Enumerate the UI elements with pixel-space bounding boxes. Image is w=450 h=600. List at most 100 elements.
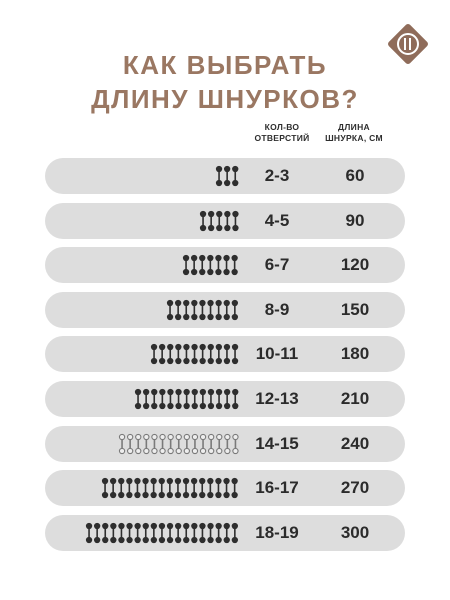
title-line-2: ДЛИНУ ШНУРКОВ? (91, 84, 359, 114)
lace-holes-icon (183, 255, 239, 276)
eyelet-pair (126, 522, 133, 543)
eyelet-pair (215, 255, 222, 276)
eyelet-pair (223, 433, 230, 454)
eyelet-pair (199, 522, 206, 543)
eyelet-pair (183, 255, 190, 276)
holes-header-line-1: КОЛ-ВО (264, 122, 300, 132)
lace-length-table: 2-3 60 4-5 90 6-7 120 8-9 150 10-11 180 12-13 210 14… (45, 158, 405, 559)
lace-length: 90 (345, 210, 365, 230)
eyelet-pair (231, 433, 239, 454)
eyelet-pair (199, 210, 206, 231)
eyelet-pair (223, 388, 231, 410)
eyelet-pair (167, 522, 174, 543)
eyelet-pair (183, 388, 190, 410)
eyelet-pair (150, 478, 158, 499)
eyelet-pair (118, 433, 125, 454)
holes-count: 12-13 (255, 388, 299, 408)
eyelet-pair (215, 478, 222, 499)
eyelet-pair (175, 299, 182, 320)
lace-length: 270 (340, 478, 370, 498)
eyelet-pair (215, 388, 222, 410)
eyelet-pair (223, 165, 231, 187)
eyelet-pair (191, 388, 198, 410)
eyelet-pair (94, 522, 101, 543)
table-row: 10-11 180 (45, 336, 405, 373)
eyelet-pair (215, 165, 222, 187)
table-row: 18-19 300 (45, 514, 405, 551)
lace-length: 300 (340, 522, 370, 542)
eyelet-pair (207, 344, 214, 365)
lace-holes-icon (118, 433, 239, 454)
eyelet-pair (199, 299, 206, 320)
eyelet-pair (158, 522, 166, 543)
holes-count: 16-17 (255, 478, 299, 498)
table-row: 2-3 60 (45, 158, 405, 194)
eyelet-pair (126, 433, 133, 454)
eyelet-pair (199, 478, 206, 499)
holes-header-line-2: ОТВЕРСТИЙ (254, 133, 310, 143)
eyelet-pair (191, 433, 198, 454)
eyelet-pair (207, 388, 214, 410)
eyelet-pair (215, 344, 222, 365)
eyelet-pair (207, 433, 214, 454)
eyelet-pair (134, 522, 141, 543)
eyelet-pair (191, 255, 198, 276)
eyelet-pair (207, 522, 214, 543)
holes-column-header: КОЛ-ВО ОТВЕРСТИЙ (252, 122, 312, 144)
length-column-header: ДЛИНА ШНУРКА, СМ (318, 122, 390, 144)
lace-holes-icon (167, 299, 239, 320)
eyelet-pair (126, 478, 133, 499)
eyelet-pair (142, 433, 149, 454)
eyelet-pair (231, 165, 239, 187)
eyelet-pair (158, 478, 166, 499)
eyelet-pair (223, 255, 231, 276)
eyelet-pair (231, 388, 239, 410)
eyelet-pair (142, 522, 150, 543)
eyelet-pair (207, 210, 214, 231)
eyelet-pair (167, 299, 174, 320)
eyelet-pair (102, 478, 109, 499)
eyelet-pair (199, 344, 206, 365)
lace-length: 180 (340, 344, 370, 364)
eyelet-pair (118, 522, 125, 543)
holes-count: 6-7 (264, 255, 290, 275)
eyelet-pair (167, 388, 174, 410)
lace-holes-icon (215, 165, 239, 187)
eyelet-pair (167, 478, 174, 499)
eyelet-pair (207, 478, 214, 499)
eyelet-pair (175, 522, 182, 543)
lace-holes-icon (134, 388, 239, 410)
eyelet-pair (134, 478, 141, 499)
eyelet-pair (207, 255, 214, 276)
eyelet-pair (191, 344, 198, 365)
eyelet-pair (150, 344, 158, 365)
lace-length: 60 (345, 166, 365, 185)
eyelet-pair (191, 478, 198, 499)
eyelet-pair (175, 433, 182, 454)
table-row: 12-13 210 (45, 380, 405, 417)
eyelet-pair (215, 299, 222, 320)
eyelet-pair (167, 344, 174, 365)
table-row: 16-17 270 (45, 470, 405, 507)
eyelet-pair (158, 433, 166, 454)
eyelet-pair (175, 478, 182, 499)
eyelet-pair (102, 522, 109, 543)
eyelet-pair (231, 299, 239, 320)
lace-holes-icon (102, 478, 239, 499)
eyelet-pair (150, 433, 158, 454)
holes-count: 18-19 (255, 522, 299, 542)
eyelet-pair (158, 388, 166, 410)
eyelet-pair (231, 255, 239, 276)
lace-holes-icon (199, 210, 239, 231)
eyelet-pair (86, 522, 93, 543)
lace-length: 210 (340, 388, 370, 408)
eyelet-pair (110, 522, 117, 543)
holes-count: 14-15 (255, 433, 299, 453)
eyelet-pair (231, 522, 239, 543)
eyelet-pair (150, 522, 158, 543)
eyelet-pair (199, 388, 206, 410)
eyelet-pair (223, 210, 230, 231)
eyelet-pair (142, 388, 150, 410)
eyelet-pair (191, 522, 198, 543)
holes-count: 2-3 (264, 166, 290, 185)
